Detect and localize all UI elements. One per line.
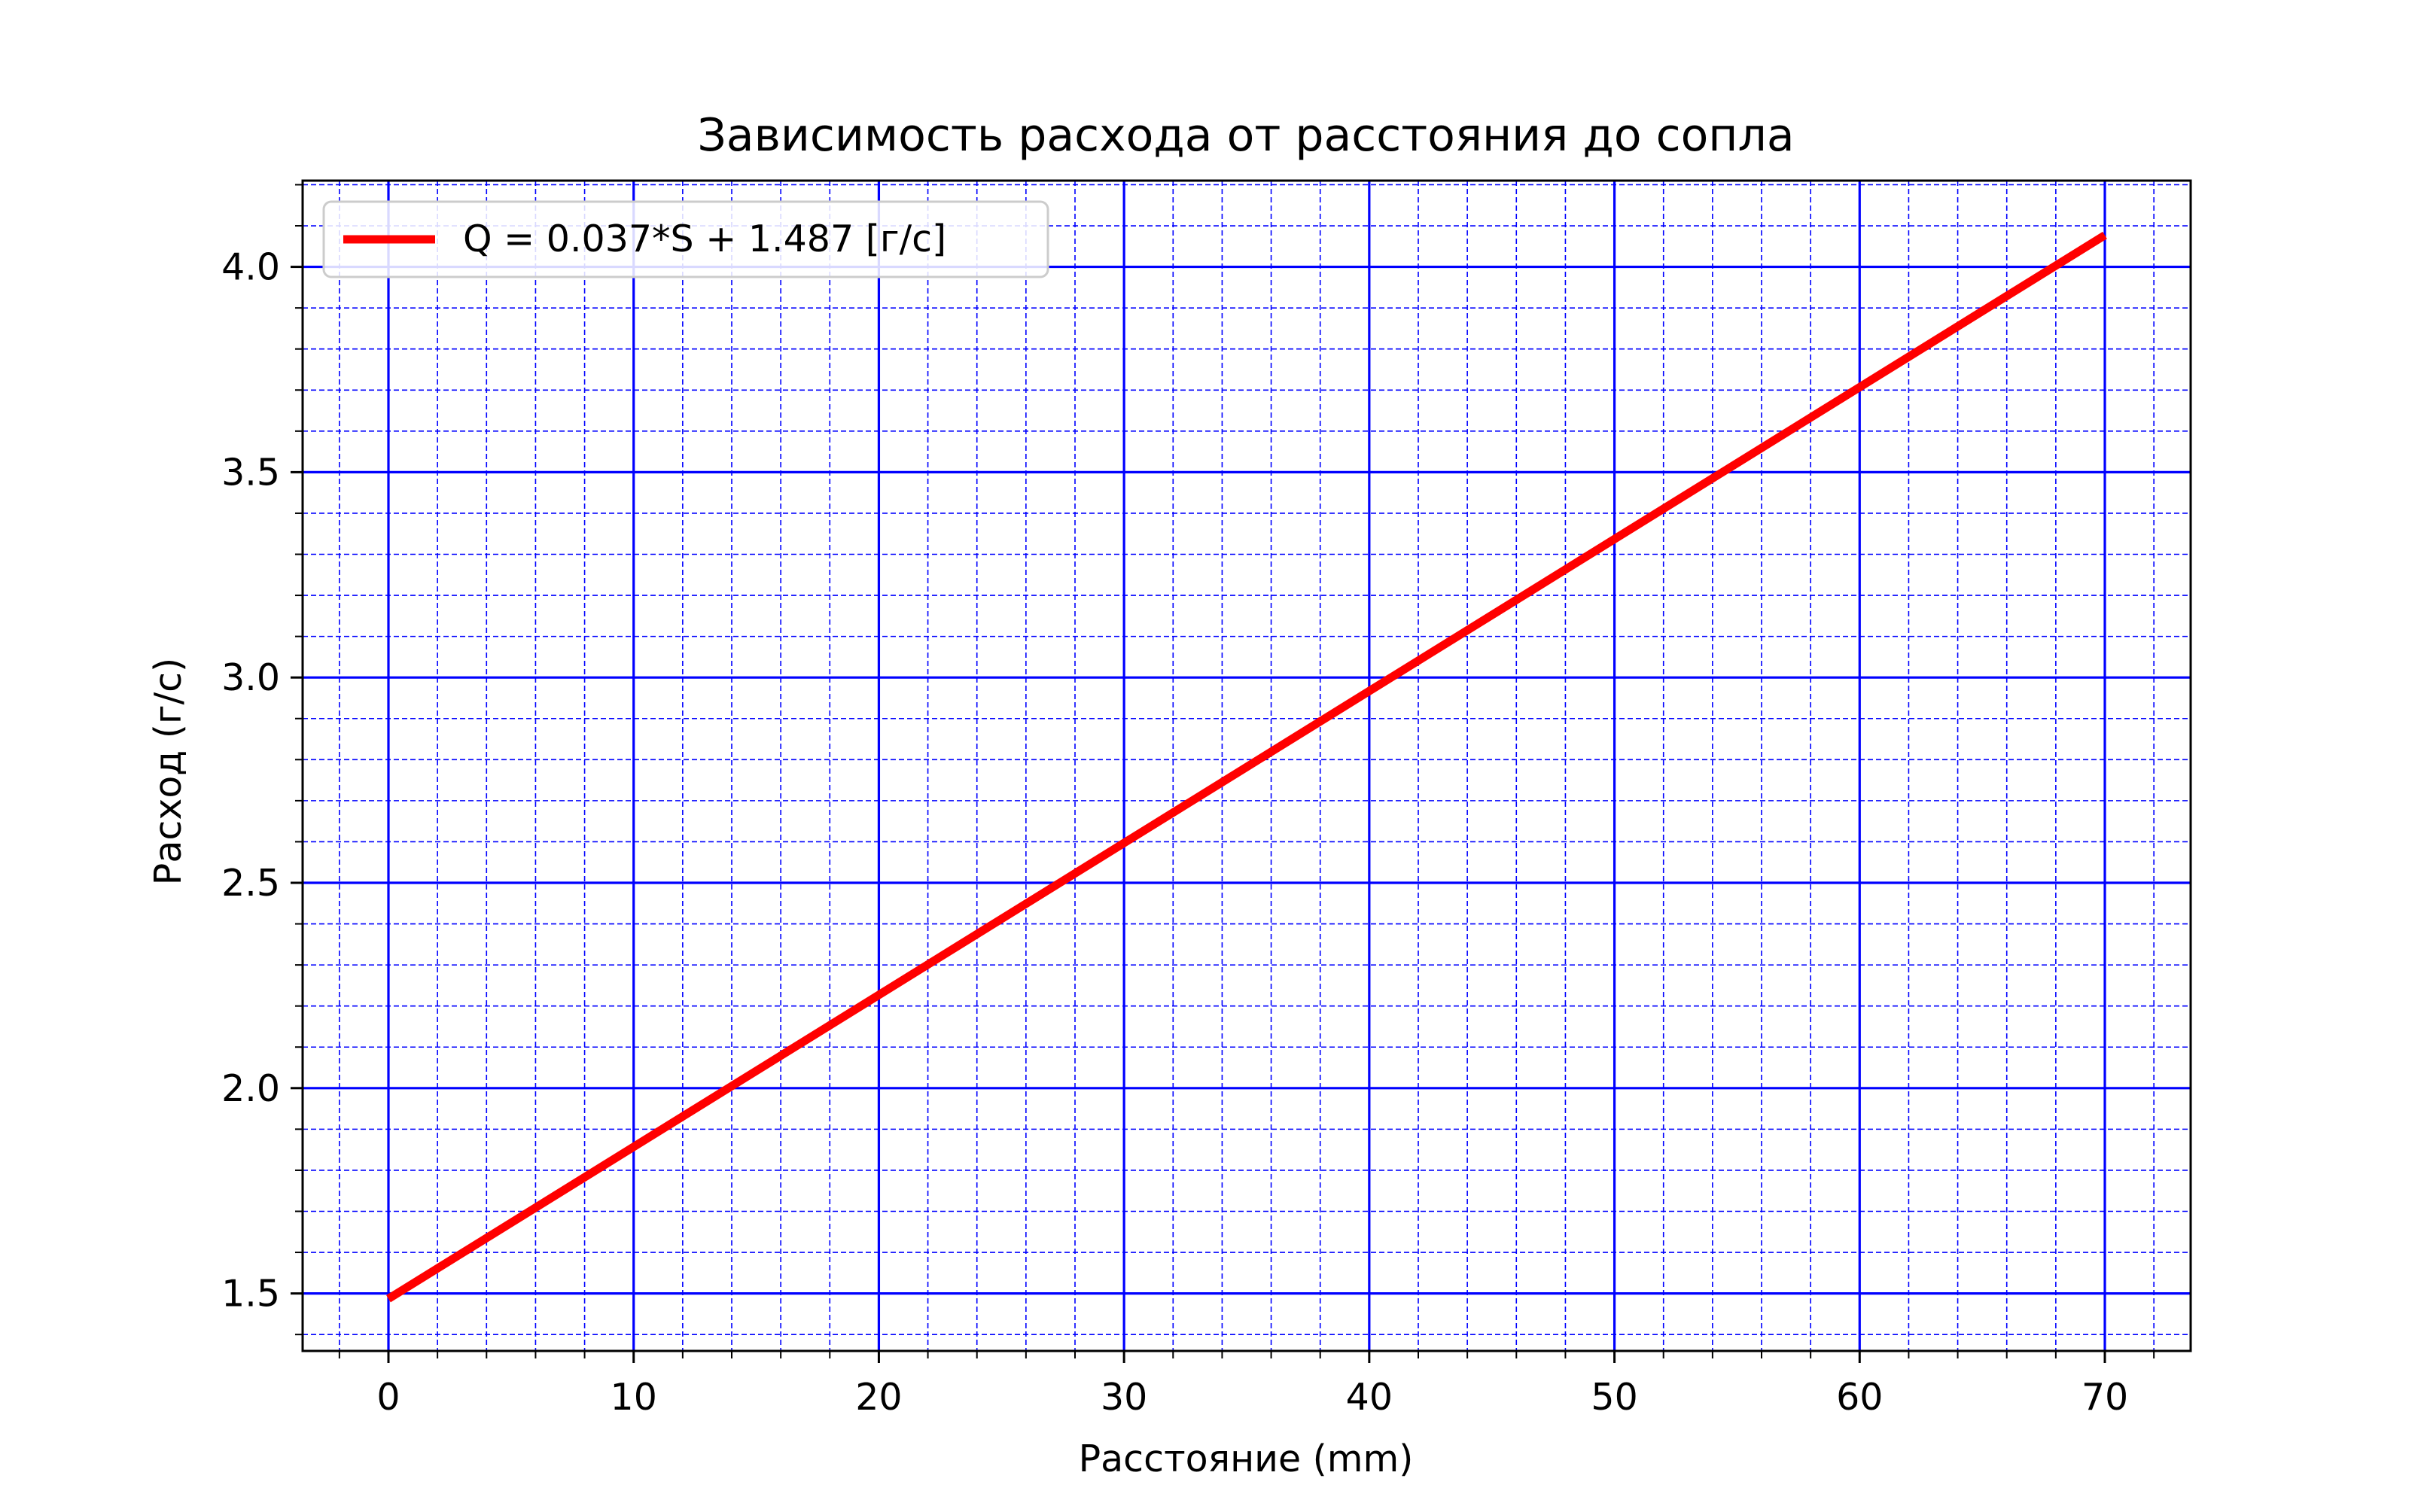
- y-axis-label: Расход (г/с): [147, 658, 190, 885]
- y-tick-label: 2.5: [221, 862, 280, 905]
- x-tick-label: 0: [376, 1376, 400, 1419]
- series-layer: [386, 231, 2107, 1303]
- x-tick-label: 40: [1346, 1376, 1393, 1419]
- legend: Q = 0.037*S + 1.487 [г/с]: [322, 200, 1049, 278]
- major-grid: [303, 181, 2191, 1351]
- x-tick-label: 50: [1591, 1376, 1637, 1419]
- series-line: [386, 231, 2107, 1303]
- y-tick-label: 1.5: [221, 1273, 280, 1316]
- y-tick-label: 3.0: [221, 656, 280, 699]
- axis-ticks: [291, 184, 2155, 1363]
- x-tick-label: 20: [855, 1376, 902, 1419]
- axis-tick-labels: 0 10 20 30 40 50 60 70 1.5 2.0 2.5 3.0 3.5 4.0: [221, 246, 2128, 1419]
- y-tick-label: 4.0: [221, 246, 280, 289]
- axes-frame: [301, 179, 2192, 1352]
- x-tick-label: 10: [611, 1376, 657, 1419]
- minor-grid: [303, 181, 2191, 1351]
- y-tick-label: 2.0: [221, 1067, 280, 1110]
- legend-label: Q = 0.037*S + 1.487 [г/с]: [463, 218, 946, 260]
- x-axis-label: Расстояние (mm): [1079, 1437, 1414, 1480]
- chart-title: Зависимость расхода от расстояния до соп…: [697, 109, 1794, 162]
- x-tick-label: 60: [1836, 1376, 1883, 1419]
- x-tick-label: 30: [1101, 1376, 1147, 1419]
- y-tick-label: 3.5: [221, 451, 280, 494]
- x-tick-label: 70: [2082, 1376, 2128, 1419]
- legend-box: [322, 200, 1049, 278]
